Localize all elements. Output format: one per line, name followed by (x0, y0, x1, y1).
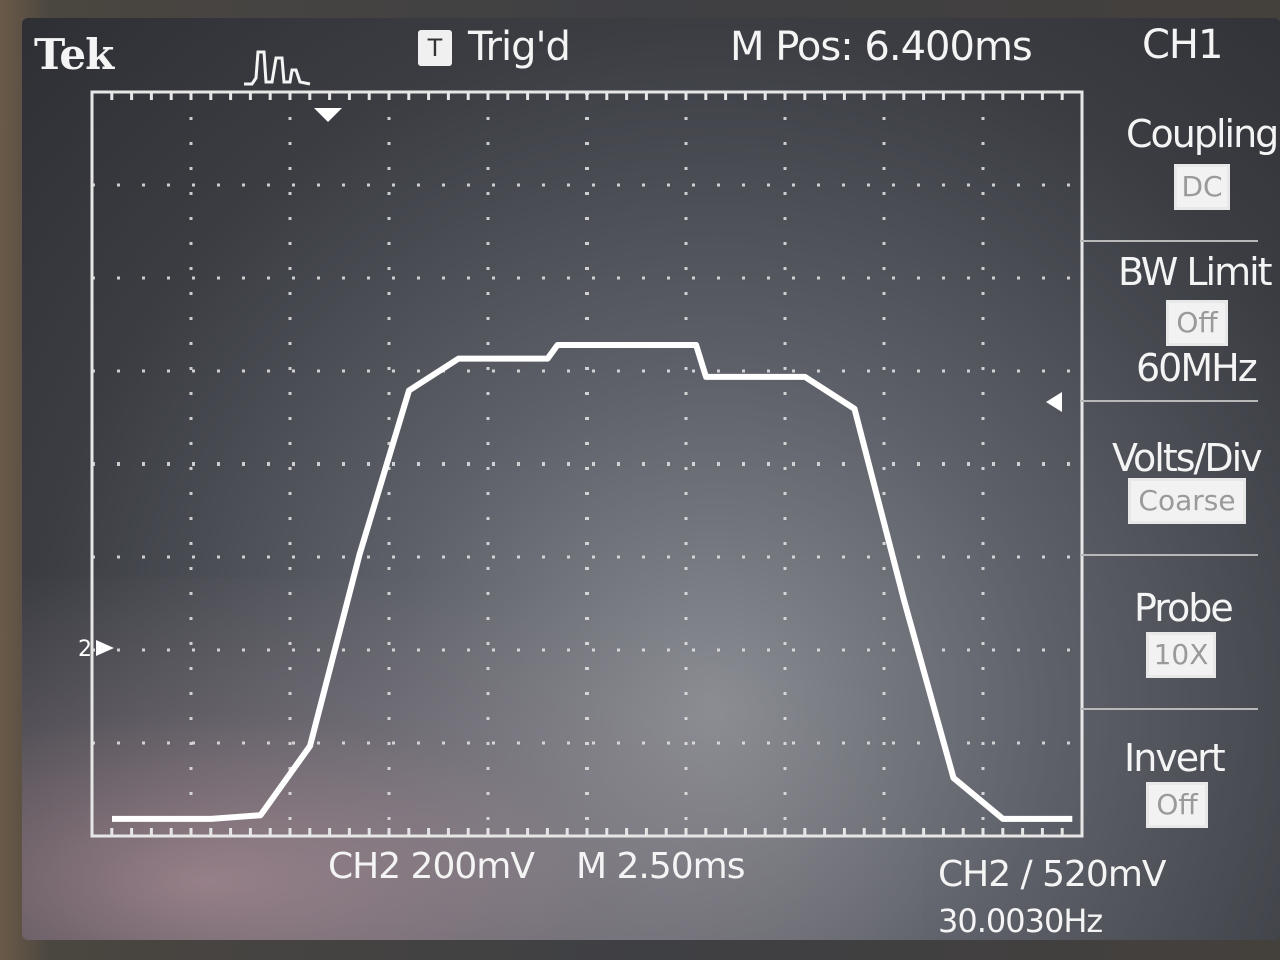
graticule (90, 90, 1084, 838)
trigger-badge: T (418, 30, 452, 66)
graticule-border (90, 90, 1084, 838)
trigger-readout: CH2 ∕ 520mV (938, 854, 1167, 895)
channel-scale: CH2 200mV (328, 846, 535, 887)
menu-separator (1080, 240, 1258, 242)
bw-limit-label: BW Limit (1118, 250, 1273, 294)
invert-label: Invert (1124, 736, 1226, 780)
probe-value-button[interactable]: 10X (1146, 632, 1216, 678)
ch2-waveform (112, 342, 1073, 822)
acquisition-waveform-icon (244, 50, 311, 86)
menu-separator (1080, 400, 1258, 402)
menu-separator (1080, 708, 1258, 710)
brand-logo: Tek (34, 30, 114, 79)
volts-div-label: Volts/Div (1112, 436, 1263, 480)
trigger-status: Trig'd (468, 24, 571, 70)
timebase: M 2.50ms (576, 846, 745, 887)
volts-div-value-button[interactable]: Coarse (1128, 478, 1246, 524)
horizontal-position: M Pos: 6.400ms (730, 24, 1033, 70)
probe-label: Probe (1134, 586, 1234, 630)
ch2-ground-arrow-icon (96, 640, 114, 656)
coupling-label: Coupling (1126, 112, 1279, 156)
menu-separator (1080, 554, 1258, 556)
trigger-position-marker-icon (314, 108, 342, 122)
invert-value-button[interactable]: Off (1146, 782, 1208, 828)
frequency-readout: 30.0030Hz (938, 902, 1103, 940)
ch2-ground-marker: 2 (78, 637, 92, 662)
trigger-level-marker-icon (1046, 392, 1062, 412)
menu-title: CH1 (1142, 22, 1223, 68)
bw-limit-value-button[interactable]: Off (1166, 300, 1228, 346)
bw-limit-frequency: 60MHz (1136, 346, 1258, 390)
coupling-value-button[interactable]: DC (1174, 164, 1230, 210)
